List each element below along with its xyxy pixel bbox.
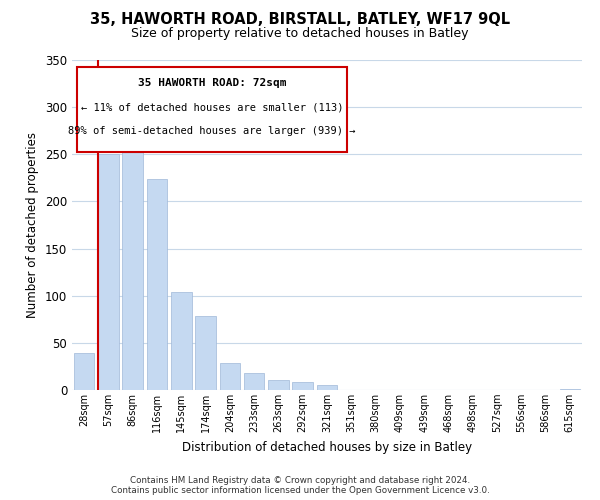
Bar bbox=[171, 292, 191, 390]
Bar bbox=[560, 389, 580, 390]
Bar bbox=[74, 353, 94, 390]
Bar bbox=[244, 373, 265, 390]
Text: 35 HAWORTH ROAD: 72sqm: 35 HAWORTH ROAD: 72sqm bbox=[138, 78, 287, 88]
Bar bbox=[317, 386, 337, 390]
Bar bbox=[268, 380, 289, 390]
Text: Contains HM Land Registry data © Crown copyright and database right 2024.
Contai: Contains HM Land Registry data © Crown c… bbox=[110, 476, 490, 495]
Bar bbox=[146, 179, 167, 390]
Bar bbox=[98, 154, 119, 390]
Bar bbox=[195, 316, 216, 390]
Bar bbox=[292, 382, 313, 390]
Y-axis label: Number of detached properties: Number of detached properties bbox=[26, 132, 40, 318]
Text: 35, HAWORTH ROAD, BIRSTALL, BATLEY, WF17 9QL: 35, HAWORTH ROAD, BIRSTALL, BATLEY, WF17… bbox=[90, 12, 510, 28]
Text: ← 11% of detached houses are smaller (113): ← 11% of detached houses are smaller (11… bbox=[81, 103, 343, 113]
Bar bbox=[122, 114, 143, 390]
FancyBboxPatch shape bbox=[77, 66, 347, 152]
Text: 89% of semi-detached houses are larger (939) →: 89% of semi-detached houses are larger (… bbox=[68, 126, 356, 136]
X-axis label: Distribution of detached houses by size in Batley: Distribution of detached houses by size … bbox=[182, 440, 472, 454]
Text: Size of property relative to detached houses in Batley: Size of property relative to detached ho… bbox=[131, 28, 469, 40]
Bar bbox=[220, 362, 240, 390]
